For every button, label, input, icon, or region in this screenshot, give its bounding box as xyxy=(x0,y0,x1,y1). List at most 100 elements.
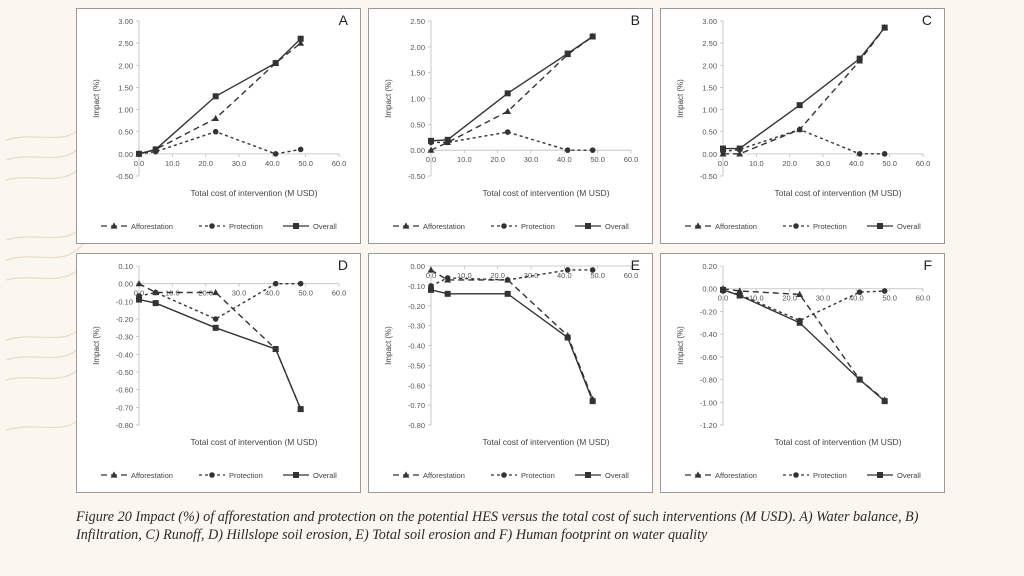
y-tick-label: 1.50 xyxy=(118,83,133,92)
data-point xyxy=(736,292,743,299)
y-tick-label: 2.00 xyxy=(118,61,133,70)
y-tick-label: 1.00 xyxy=(702,106,717,115)
y-tick-label: 2.00 xyxy=(702,61,717,70)
x-tick-label: 30.0 xyxy=(232,159,247,168)
y-tick-label: 1.00 xyxy=(410,95,425,104)
y-tick-label: -1.00 xyxy=(700,398,717,407)
y-tick-label: 0.00 xyxy=(410,262,425,271)
legend-marker xyxy=(209,472,215,478)
x-tick-label: 20.0 xyxy=(490,271,505,280)
chart-panel-e: -0.80 -0.70 -0.60 -0.50 -0.40 -0.30 -0.20 -0.10… xyxy=(368,253,653,493)
y-axis-title: Impact (%) xyxy=(676,79,685,118)
y-tick-label: 2.50 xyxy=(702,39,717,48)
y-tick-label: 0.10 xyxy=(118,262,133,271)
data-point xyxy=(504,90,511,97)
y-tick-label: -0.70 xyxy=(116,403,133,412)
legend-label: Overall xyxy=(897,471,921,480)
data-point xyxy=(564,147,571,153)
series-overall xyxy=(428,286,596,405)
legend-label: Afforestation xyxy=(423,471,465,480)
data-point xyxy=(856,55,863,62)
chart-svg: -1.20 -1.00 -0.80 -0.60 -0.40 -0.20 0.00 0.20 0.… xyxy=(676,257,932,480)
series-line xyxy=(722,289,886,402)
x-tick-label: 60.0 xyxy=(624,155,639,164)
y-tick-label: -0.80 xyxy=(408,421,425,430)
y-tick-label: 0.50 xyxy=(118,128,133,137)
legend-marker xyxy=(110,471,118,478)
x-axis-title: Total cost of intervention (M USD) xyxy=(190,437,317,447)
y-tick-label: 0.00 xyxy=(702,150,717,159)
data-point xyxy=(856,376,863,383)
data-point xyxy=(297,280,304,287)
y-tick-label: -0.80 xyxy=(700,376,717,385)
y-tick-label: -0.40 xyxy=(700,330,717,339)
y-axis-title: Impact (%) xyxy=(384,79,393,118)
data-point xyxy=(444,136,451,143)
y-axis-title: Impact (%) xyxy=(92,79,101,118)
series-line xyxy=(722,288,886,401)
panel-label: C xyxy=(922,12,932,28)
panel-label: B xyxy=(631,12,640,28)
chart-panel-a: -0.50 0.00 0.50 1.00 1.50 2.00 2.50 3.00 0.0 10.0… xyxy=(76,8,361,244)
y-tick-label: -0.70 xyxy=(408,401,425,410)
y-tick-label: -0.50 xyxy=(700,172,717,181)
chart-panel-d: -0.80 -0.70 -0.60 -0.50 -0.40 -0.30 -0.20 -0.10… xyxy=(76,253,361,493)
legend-marker xyxy=(402,222,410,229)
data-point xyxy=(504,107,512,115)
y-tick-label: -0.10 xyxy=(408,282,425,291)
legend: Afforestation Protection Overall xyxy=(685,471,921,480)
x-tick-label: 0.0 xyxy=(718,159,728,168)
x-axis-title: Total cost of intervention (M USD) xyxy=(482,437,609,447)
data-point xyxy=(796,290,804,297)
legend-marker xyxy=(585,472,591,478)
x-tick-label: 10.0 xyxy=(749,294,764,303)
data-point xyxy=(427,266,435,273)
legend-marker xyxy=(793,472,799,478)
series-afforestation xyxy=(719,24,889,157)
figure-caption: Figure 20 Impact (%) of afforestation an… xyxy=(76,509,919,543)
data-point xyxy=(152,146,159,153)
data-point xyxy=(272,60,279,67)
y-tick-label: -0.40 xyxy=(116,350,133,359)
x-tick-label: 20.0 xyxy=(490,155,505,164)
panel-label: E xyxy=(631,257,640,273)
x-tick-label: 10.0 xyxy=(457,271,472,280)
y-tick-label: 3.00 xyxy=(118,17,133,26)
legend-marker xyxy=(585,223,591,229)
y-tick-label: -0.30 xyxy=(116,333,133,342)
x-tick-label: 20.0 xyxy=(782,159,797,168)
data-point xyxy=(444,275,451,281)
data-point xyxy=(212,324,219,331)
series-line xyxy=(722,290,885,322)
series-line xyxy=(430,269,594,400)
x-tick-label: 10.0 xyxy=(165,159,180,168)
series-line xyxy=(723,27,886,150)
data-point xyxy=(564,50,571,57)
x-tick-label: 0.0 xyxy=(426,271,436,280)
data-point xyxy=(881,24,888,31)
data-point xyxy=(297,39,305,46)
legend-marker xyxy=(793,223,799,229)
data-point xyxy=(297,35,304,42)
legend-label: Afforestation xyxy=(131,471,173,480)
data-point xyxy=(504,129,511,135)
legend-label: Afforestation xyxy=(131,222,173,231)
y-tick-label: -0.20 xyxy=(408,302,425,311)
legend-label: Protection xyxy=(813,222,847,231)
series-line xyxy=(138,298,302,410)
data-point xyxy=(564,334,571,341)
legend-marker xyxy=(694,471,702,478)
legend: Afforestation Protection Overall xyxy=(685,222,921,231)
x-tick-label: 30.0 xyxy=(816,159,831,168)
x-tick-label: 0.0 xyxy=(426,155,436,164)
series-afforestation xyxy=(427,266,597,402)
data-point xyxy=(297,146,304,153)
legend-marker xyxy=(293,472,299,478)
data-point xyxy=(428,137,434,144)
y-tick-label: -0.50 xyxy=(116,172,133,181)
legend-marker xyxy=(877,223,883,229)
x-tick-label: 60.0 xyxy=(332,159,347,168)
x-tick-label: 40.0 xyxy=(849,294,864,303)
x-tick-label: 40.0 xyxy=(557,155,572,164)
panel-label: A xyxy=(339,12,349,28)
